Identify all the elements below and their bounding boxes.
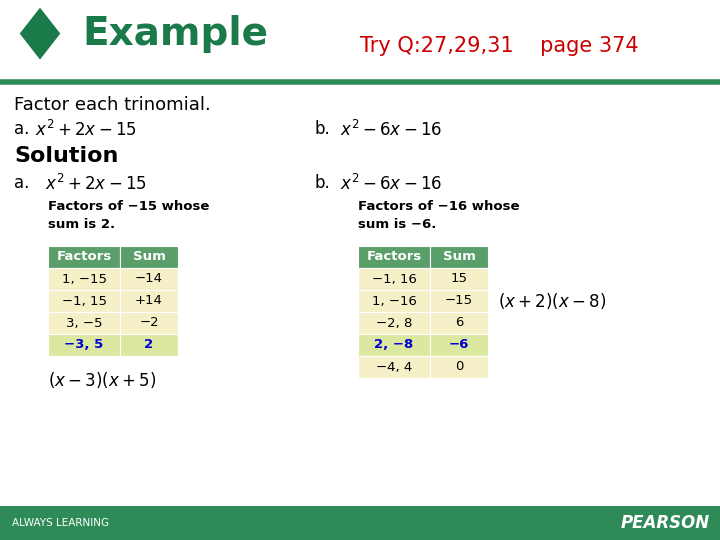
Text: −15: −15	[445, 294, 473, 307]
Text: $(x+2)(x-8)$: $(x+2)(x-8)$	[498, 291, 606, 311]
Text: Factors of −16 whose
sum is −6.: Factors of −16 whose sum is −6.	[358, 200, 520, 231]
Text: 15: 15	[451, 273, 467, 286]
Text: $(x-3)(x+5)$: $(x-3)(x+5)$	[48, 370, 156, 390]
Bar	[120, 268, 178, 290]
Text: ALWAYS LEARNING: ALWAYS LEARNING	[12, 518, 109, 528]
Bar	[0, 506, 720, 540]
Text: a.: a.	[14, 120, 30, 138]
Bar	[430, 268, 488, 290]
Text: Try Q:27,29,31    page 374: Try Q:27,29,31 page 374	[360, 36, 639, 56]
Text: Factor each trinomial.: Factor each trinomial.	[14, 96, 211, 114]
Text: Example: Example	[82, 15, 268, 52]
Text: −4, 4: −4, 4	[376, 361, 412, 374]
Text: −3, 5: −3, 5	[64, 339, 104, 352]
Text: b.: b.	[315, 120, 330, 138]
Text: 2, −8: 2, −8	[374, 339, 413, 352]
Text: Sum: Sum	[443, 251, 475, 264]
Bar	[430, 290, 488, 312]
Text: −1, 15: −1, 15	[61, 294, 107, 307]
Bar	[358, 290, 430, 312]
Bar	[48, 290, 120, 312]
Bar	[120, 334, 178, 356]
Bar	[358, 312, 430, 334]
Text: PEARSON: PEARSON	[621, 514, 710, 532]
Bar	[358, 356, 430, 378]
Bar	[430, 246, 488, 268]
Text: $x^2-6x-16$: $x^2-6x-16$	[340, 174, 442, 194]
Bar	[430, 312, 488, 334]
Text: Sum: Sum	[132, 251, 166, 264]
Bar	[48, 334, 120, 356]
Text: Solution: Solution	[14, 146, 118, 166]
Bar	[120, 246, 178, 268]
Text: 0: 0	[455, 361, 463, 374]
Text: −14: −14	[135, 273, 163, 286]
Text: $x^2+2x-15$: $x^2+2x-15$	[45, 174, 147, 194]
Text: +14: +14	[135, 294, 163, 307]
Bar	[120, 290, 178, 312]
Text: Factors: Factors	[366, 251, 422, 264]
Text: Factors: Factors	[56, 251, 112, 264]
Text: 1, −15: 1, −15	[61, 273, 107, 286]
Text: 6: 6	[455, 316, 463, 329]
Bar	[120, 312, 178, 334]
Text: −6: −6	[449, 339, 469, 352]
Bar	[358, 246, 430, 268]
Bar	[430, 356, 488, 378]
Bar	[358, 268, 430, 290]
Text: 3, −5: 3, −5	[66, 316, 102, 329]
Bar	[358, 334, 430, 356]
Bar	[48, 268, 120, 290]
Bar	[48, 246, 120, 268]
Text: a.: a.	[14, 174, 30, 192]
Polygon shape	[19, 8, 60, 59]
Text: −2, 8: −2, 8	[376, 316, 412, 329]
Text: $x^2-6x-16$: $x^2-6x-16$	[340, 120, 442, 140]
Text: $x^2+2x-15$: $x^2+2x-15$	[35, 120, 137, 140]
Bar	[0, 0, 720, 80]
Text: b.: b.	[315, 174, 330, 192]
Text: 1, −16: 1, −16	[372, 294, 416, 307]
Bar	[48, 312, 120, 334]
Text: Factors of −15 whose
sum is 2.: Factors of −15 whose sum is 2.	[48, 200, 210, 231]
Bar	[430, 334, 488, 356]
Text: 2: 2	[145, 339, 153, 352]
Text: −1, 16: −1, 16	[372, 273, 416, 286]
Text: −2: −2	[139, 316, 159, 329]
